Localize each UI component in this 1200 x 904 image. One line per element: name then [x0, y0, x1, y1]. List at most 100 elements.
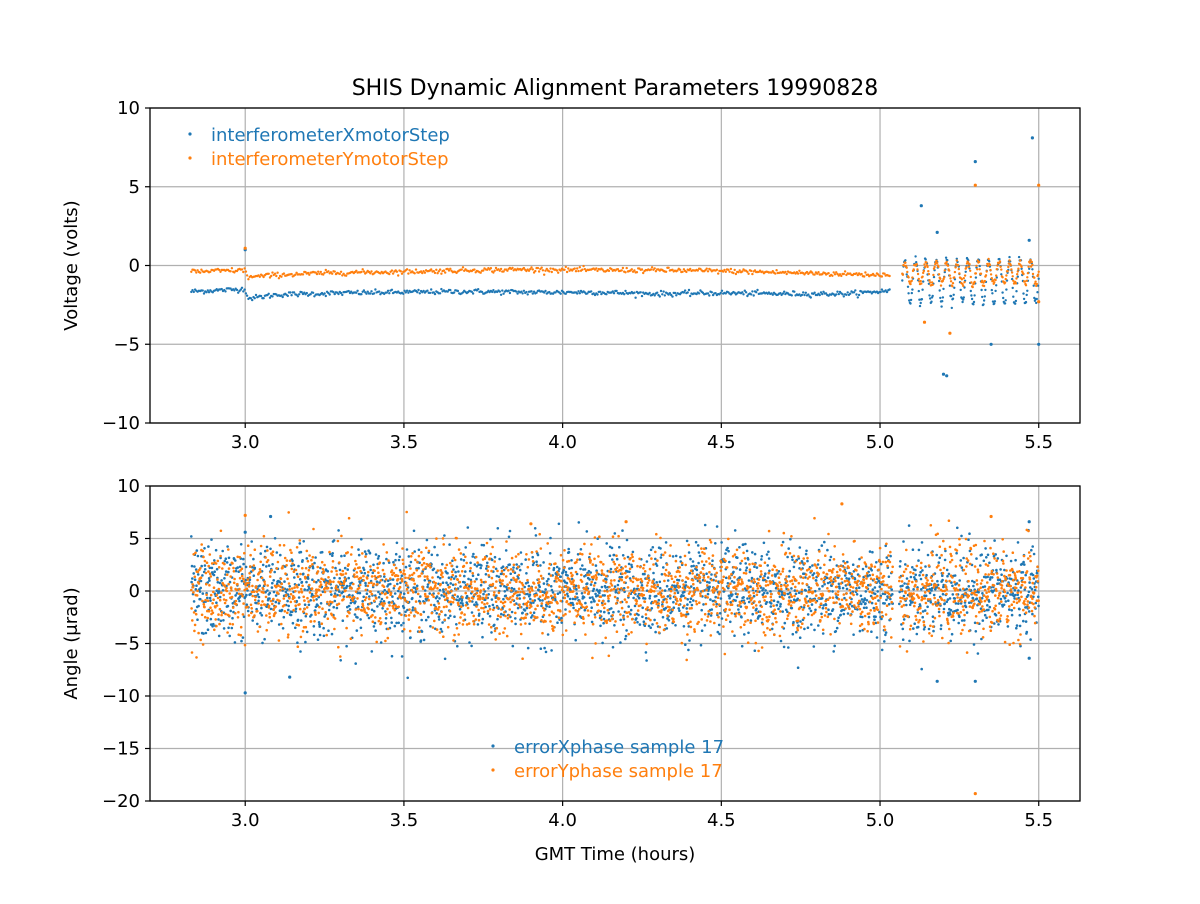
data-point [338, 561, 341, 564]
data-point [358, 554, 361, 557]
data-point [263, 580, 266, 583]
data-point [909, 283, 911, 285]
data-point [382, 569, 385, 572]
data-point [999, 266, 1001, 268]
data-point [390, 601, 393, 604]
data-point [805, 553, 808, 556]
data-point [402, 622, 405, 625]
data-point [502, 573, 505, 576]
data-point [1007, 599, 1010, 602]
data-point [238, 600, 241, 603]
data-point [199, 639, 202, 642]
data-point [1027, 266, 1029, 268]
data-point [403, 569, 406, 572]
data-point [201, 574, 204, 577]
data-point [983, 560, 986, 563]
data-point [408, 564, 411, 567]
data-point [195, 271, 197, 273]
data-point [854, 289, 856, 291]
data-point [433, 620, 436, 623]
data-point [455, 575, 458, 578]
data-point [239, 556, 242, 559]
data-point [253, 574, 256, 577]
data-point [477, 573, 480, 576]
data-point [246, 606, 249, 609]
data-point [408, 618, 411, 621]
data-point [1005, 600, 1008, 603]
data-point [280, 582, 283, 585]
data-point [450, 603, 453, 606]
data-point [455, 623, 458, 626]
data-point [266, 546, 269, 549]
data-point [920, 302, 922, 304]
data-point [282, 296, 284, 298]
data-point [827, 272, 829, 274]
data-point [524, 609, 527, 612]
data-point [308, 569, 311, 572]
data-point [420, 613, 423, 616]
data-point [572, 598, 575, 601]
data-point [420, 619, 423, 622]
data-point [203, 292, 205, 294]
data-point [614, 585, 617, 588]
data-point [290, 294, 292, 296]
data-point [283, 604, 286, 607]
data-point [774, 272, 776, 274]
data-point [526, 604, 529, 607]
data-point [210, 538, 213, 541]
data-point [1010, 264, 1012, 266]
data-point [416, 569, 419, 572]
data-point [409, 630, 412, 633]
data-point [308, 554, 311, 557]
data-point [993, 539, 996, 542]
data-point [879, 585, 882, 588]
data-point [227, 605, 230, 608]
data-point [625, 629, 628, 632]
data-point [499, 616, 502, 619]
data-point [395, 567, 398, 570]
data-point [357, 548, 360, 551]
data-point [953, 276, 955, 278]
data-point [248, 614, 251, 617]
data-point [490, 267, 492, 269]
data-point [963, 619, 966, 622]
data-point [271, 603, 274, 606]
data-point [541, 599, 544, 602]
data-point [987, 258, 989, 260]
data-point [334, 270, 336, 272]
data-point [261, 577, 264, 580]
data-point [475, 605, 478, 608]
data-point [1037, 596, 1040, 599]
data-point [579, 292, 581, 294]
data-point [982, 619, 985, 622]
data-point [552, 591, 555, 594]
data-point [750, 270, 752, 272]
data-point [631, 566, 634, 569]
data-point [203, 603, 206, 606]
data-point [401, 574, 404, 577]
data-point [396, 271, 398, 273]
data-point [1033, 553, 1036, 556]
data-point [474, 580, 477, 583]
data-point [683, 625, 686, 628]
data-point [927, 554, 930, 557]
data-point [322, 627, 325, 630]
data-point [412, 591, 415, 594]
data-point [506, 583, 509, 586]
data-point [336, 573, 339, 576]
data-point [916, 268, 918, 270]
data-point [363, 270, 365, 272]
data-point [581, 592, 584, 595]
data-point [491, 546, 494, 549]
data-point [190, 589, 193, 592]
data-point [376, 605, 379, 608]
data-point [245, 270, 247, 272]
data-point [551, 589, 554, 592]
data-point [869, 550, 872, 553]
data-point [368, 603, 371, 606]
data-point [296, 641, 299, 644]
data-point [902, 628, 905, 631]
data-point [940, 284, 942, 286]
data-point [1001, 276, 1003, 278]
data-point [206, 597, 209, 600]
